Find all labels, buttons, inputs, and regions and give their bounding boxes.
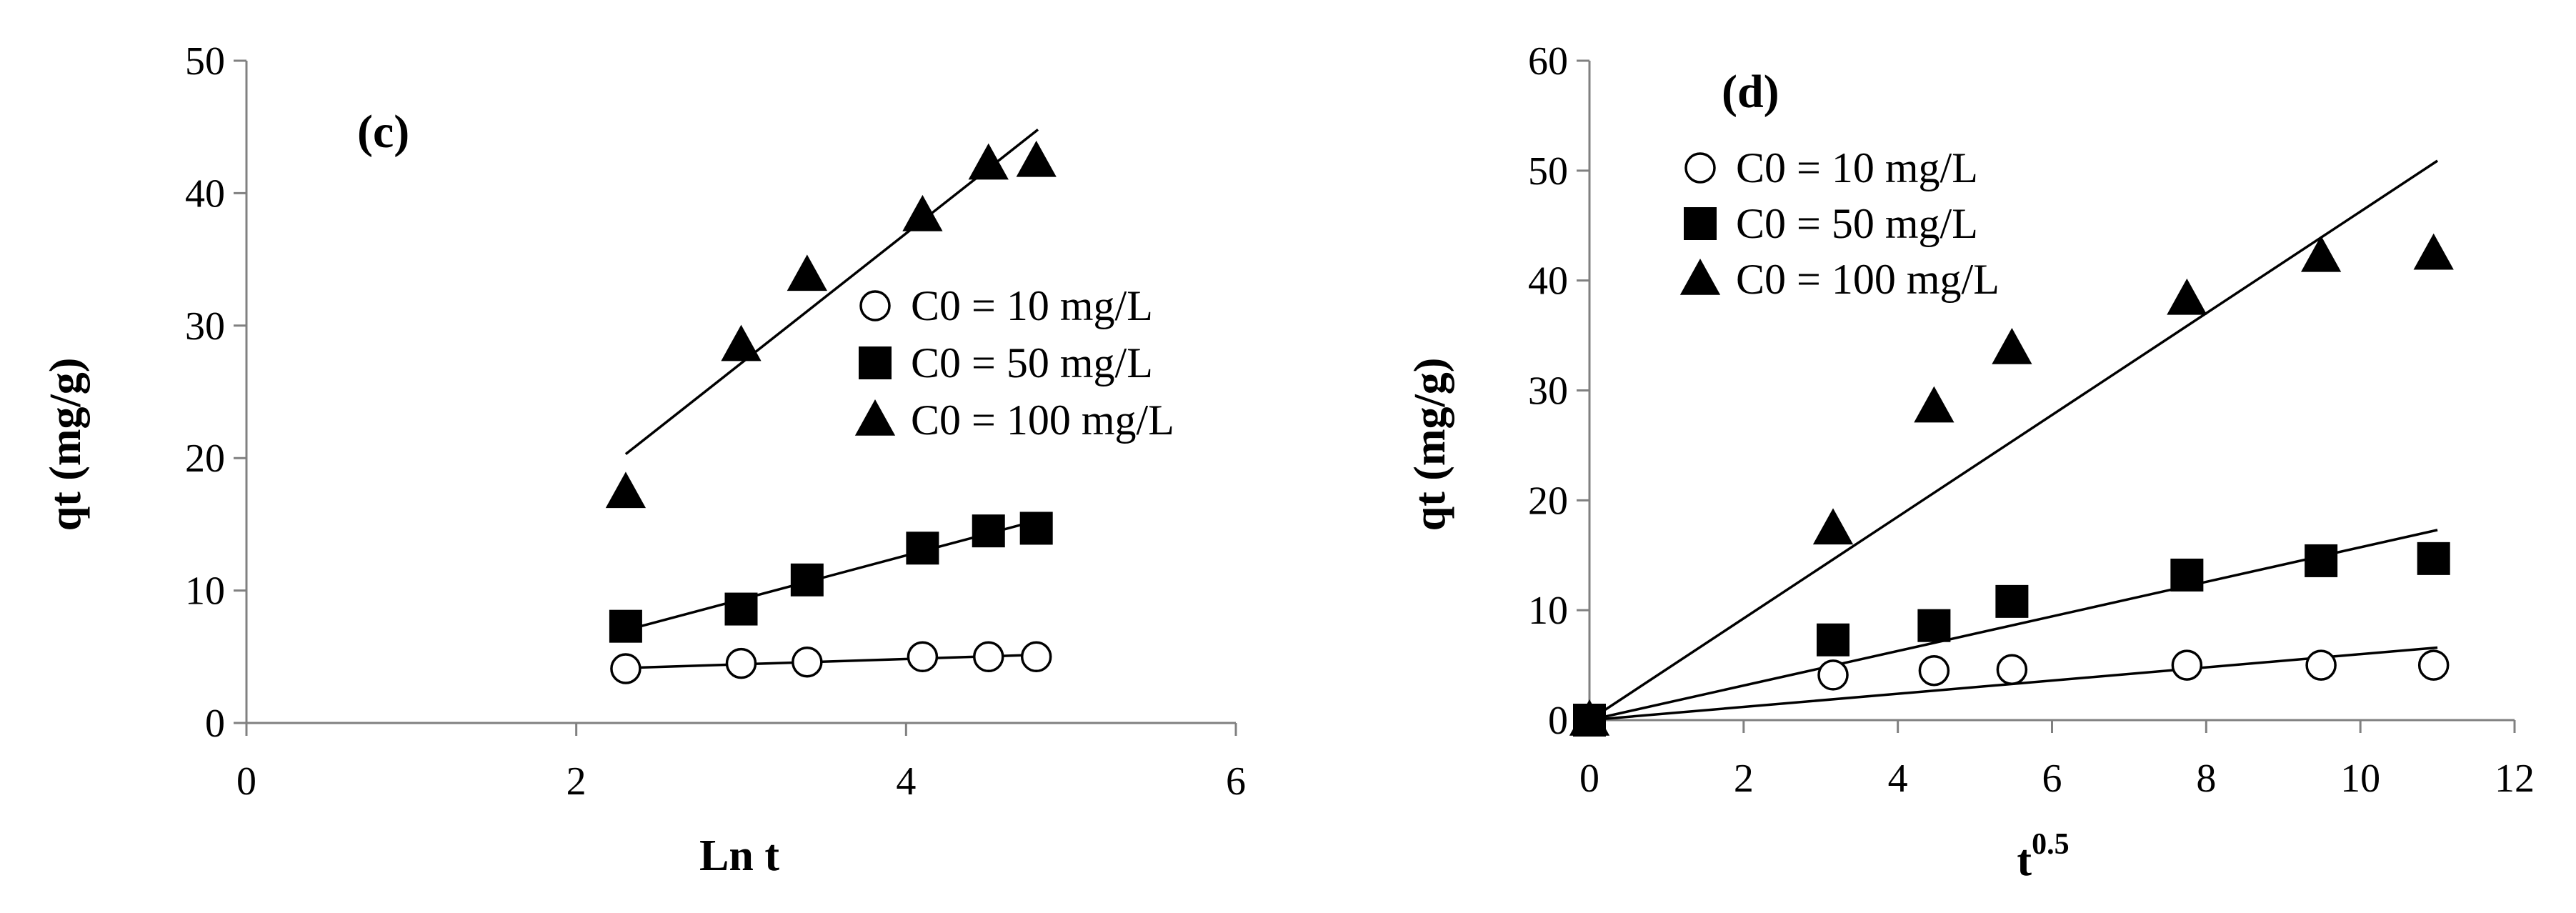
x-tick-label-d: 8 bbox=[2196, 757, 2216, 801]
legend-marker-c-2 bbox=[854, 399, 896, 436]
data-point-c-series-0 bbox=[973, 641, 1004, 673]
legend-label-c-2: C0 = 100 mg/L bbox=[911, 396, 1174, 444]
data-point-c-series-0 bbox=[1020, 641, 1052, 673]
y-tick-label-d: 40 bbox=[1528, 259, 1568, 304]
data-point-c-series-1 bbox=[790, 563, 824, 597]
y-tick-label-c: 50 bbox=[185, 39, 225, 84]
legend-marker-d-1 bbox=[1684, 207, 1717, 240]
data-point-c-series-2 bbox=[902, 194, 943, 231]
data-point-d-series-0 bbox=[2171, 649, 2203, 681]
legend-marker-d-2 bbox=[1679, 259, 1721, 295]
y-tick-label-c: 20 bbox=[185, 436, 225, 481]
y-axis-title-c: qt (mg/g) bbox=[41, 358, 90, 532]
data-point-c-series-2 bbox=[605, 472, 647, 509]
data-point-d-series-1 bbox=[2305, 544, 2338, 577]
legend-marker-d-0 bbox=[1684, 152, 1716, 184]
panel-label-c: (c) bbox=[357, 106, 409, 158]
data-point-d-series-0 bbox=[2305, 649, 2337, 681]
data-point-d-series-1 bbox=[2170, 558, 2204, 592]
legend-label-c-0: C0 = 10 mg/L bbox=[911, 282, 1153, 329]
x-tick-label-c: 2 bbox=[566, 759, 586, 804]
data-point-c-series-0 bbox=[610, 653, 641, 684]
data-point-c-series-0 bbox=[907, 641, 939, 673]
data-point-c-series-1 bbox=[724, 592, 758, 626]
y-tick-label-d: 0 bbox=[1548, 699, 1568, 743]
y-tick-label-c: 40 bbox=[185, 171, 225, 216]
data-point-d-series-2 bbox=[2300, 235, 2342, 272]
data-point-d-series-1 bbox=[1917, 609, 1951, 642]
legend-marker-c-1 bbox=[859, 346, 892, 379]
data-point-c-series-2 bbox=[968, 143, 1009, 180]
y-tick-label-d: 50 bbox=[1528, 149, 1568, 194]
legend-label-d-1: C0 = 50 mg/L bbox=[1736, 200, 1978, 247]
x-tick-label-d: 12 bbox=[2495, 757, 2535, 801]
y-tick-label-d: 30 bbox=[1528, 369, 1568, 414]
x-tick-label-d: 10 bbox=[2340, 757, 2380, 801]
data-point-d-series-0 bbox=[1918, 655, 1950, 687]
y-tick-label-c: 0 bbox=[205, 702, 225, 746]
x-tick-label-d: 6 bbox=[2042, 757, 2062, 801]
y-tick-label-c: 30 bbox=[185, 304, 225, 349]
data-point-d-series-1 bbox=[1995, 584, 2029, 618]
data-point-c-series-1 bbox=[972, 514, 1005, 548]
data-point-d-series-1 bbox=[1817, 623, 1850, 657]
data-point-c-series-0 bbox=[792, 646, 823, 678]
x-tick-label-c: 4 bbox=[896, 759, 916, 804]
data-point-d-series-1 bbox=[2417, 542, 2450, 575]
chart-panel-c: (c) Ln t qt (mg/g) 0 10 20 30 40 50 0 2 4 6 C0 = 1… bbox=[41, 39, 1246, 880]
data-point-d-series-0 bbox=[2417, 649, 2450, 681]
x-tick-label-c: 6 bbox=[1226, 759, 1246, 804]
x-axis-title-d: t0.5 bbox=[2017, 828, 2069, 885]
fit-line-d-series-2 bbox=[1589, 159, 2439, 722]
x-tick-label-d: 2 bbox=[1734, 757, 1754, 801]
x-axis-title-d-sup: 0.5 bbox=[2032, 828, 2070, 861]
y-tick-label-d: 10 bbox=[1528, 589, 1568, 633]
data-point-d-series-2 bbox=[2413, 233, 2454, 270]
legend-marker-c-0 bbox=[859, 290, 891, 321]
x-axis-title-d-base: t bbox=[2017, 837, 2032, 885]
x-tick-label-d: 4 bbox=[1888, 757, 1908, 801]
legend-label-d-0: C0 = 10 mg/L bbox=[1736, 144, 1978, 191]
y-axis-title-d: qt (mg/g) bbox=[1406, 358, 1454, 532]
data-point-d-series-0 bbox=[1996, 654, 2028, 685]
data-point-c-series-2 bbox=[721, 324, 762, 361]
data-point-c-series-2 bbox=[787, 254, 827, 291]
data-point-d-series-0 bbox=[1817, 659, 1849, 691]
fit-line-c-series-0 bbox=[625, 653, 1039, 669]
data-point-d-series-2 bbox=[1812, 508, 1854, 545]
y-tick-label-d: 20 bbox=[1528, 479, 1568, 523]
panel-label-d: (d) bbox=[1722, 66, 1779, 118]
x-tick-label-d: 0 bbox=[1579, 757, 1599, 801]
fit-line-c-series-2 bbox=[624, 129, 1039, 456]
fit-line-d-series-1 bbox=[1589, 529, 2438, 722]
fit-line-c-series-1 bbox=[625, 519, 1039, 632]
data-point-d-series-2 bbox=[2167, 278, 2207, 315]
chart-panel-d: (d) t0.5 qt (mg/g) 0 10 20 30 40 50 60 0 2 4 6 8 10 1… bbox=[1406, 39, 2535, 885]
data-point-c-series-0 bbox=[725, 647, 757, 679]
data-point-c-series-1 bbox=[906, 532, 939, 565]
y-tick-label-c: 10 bbox=[185, 569, 225, 614]
data-point-d-series-2 bbox=[1569, 699, 1610, 736]
data-point-c-series-1 bbox=[609, 609, 642, 643]
legend-label-c-1: C0 = 50 mg/L bbox=[911, 339, 1153, 386]
x-tick-label-c: 0 bbox=[236, 759, 256, 804]
data-point-c-series-2 bbox=[1016, 140, 1057, 177]
legend-label-d-2: C0 = 100 mg/L bbox=[1736, 256, 2000, 303]
data-point-d-series-2 bbox=[1992, 328, 2032, 364]
data-point-c-series-1 bbox=[1019, 512, 1053, 545]
x-axis-title-c: Ln t bbox=[699, 832, 779, 880]
y-tick-label-d: 60 bbox=[1528, 39, 1568, 84]
data-point-d-series-2 bbox=[1914, 386, 1955, 423]
